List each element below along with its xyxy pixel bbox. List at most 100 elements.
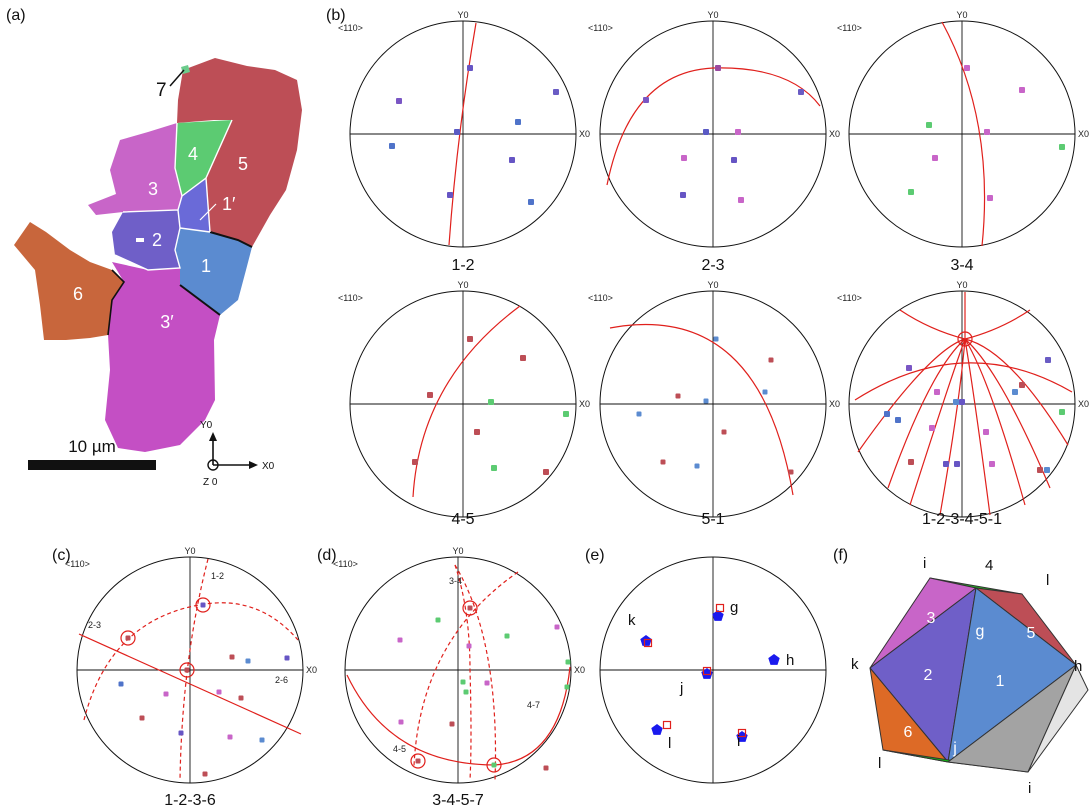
grain-label-3: 3 [148,179,158,199]
grain-map [14,58,302,452]
pole-square [715,603,725,613]
pole-marker [178,730,184,736]
pole-marker [768,357,774,363]
vertex-label-i-top: i [923,555,926,572]
y-axis-label: Y0 [707,280,718,290]
trace-arc [887,338,966,489]
trace-label-4-5: 4-5 [393,744,406,754]
pole-marker [954,461,960,467]
axis-y-label: Y0 [200,420,213,431]
pole-marker [389,143,395,149]
pole-marker [983,429,989,435]
pole-marker [474,429,480,435]
trace-arc [606,67,821,186]
pole-marker [943,461,949,467]
pole-label-h: h [786,652,794,669]
pole-marker [908,189,914,195]
pole-marker [245,658,251,664]
axis-z-symbol [207,459,219,471]
face-label-j: j [952,740,957,757]
pole-marker [554,624,560,630]
pole-marker [660,459,666,465]
pole-marker [703,398,709,404]
pole-marker [491,762,497,768]
grain-boundary-6 [107,269,126,336]
pole-figure-4-5: <110> Y0 X0 [338,280,590,518]
trace-arc [939,338,966,516]
direction-label: <110> [837,23,862,33]
face-label-5: 5 [1027,625,1036,642]
trace-arc [78,633,302,735]
pole-marker [484,680,490,686]
trace-arc [609,323,794,496]
pole-marker [520,355,526,361]
y-axis-label: Y0 [956,280,967,290]
pole-marker [953,399,959,405]
axis-y-head [209,432,217,441]
x-axis-label: X0 [579,129,590,139]
pole-marker [1059,409,1065,415]
x-axis-label: X0 [1078,129,1089,139]
pole-marker [509,157,515,163]
pole-marker [1059,144,1065,150]
pole-marker [216,689,222,695]
grain-label-5: 5 [238,154,248,174]
pole-marker [515,119,521,125]
pole-marker [731,157,737,163]
trace-arc [412,305,521,498]
pole-marker [427,392,433,398]
pole-figure-2-3: <110> Y0 X0 [588,10,840,248]
panel-label-c: (c) [52,547,71,564]
direction-label: <110> [837,293,862,303]
vertex-label-l-bottom: l [878,755,881,772]
pole-marker [467,65,473,71]
trace-label-2-6: 2-6 [275,675,288,685]
axis-x-label: X0 [262,461,275,472]
caption-3-4: 3-4 [950,257,973,274]
pole-pentagon [768,654,780,665]
pole-marker [467,605,473,611]
face-label-7: 7 [961,773,970,790]
pole-figure-1-2-3-4-5-1: <110> Y0 X0 [837,280,1089,518]
pole-marker [1045,357,1051,363]
pole-marker [435,617,441,623]
pole-marker [227,734,233,740]
face-grey-side [1027,664,1089,773]
pole-marker [543,469,549,475]
grain-3prime [105,262,220,452]
pole-pentagon [640,635,652,646]
panel-label-d: (d) [317,547,337,564]
face-label-6: 6 [904,724,913,741]
pole-marker [895,417,901,423]
pole-figure-3-4: <110> Y0 X0 [837,10,1089,248]
pole-marker [926,122,932,128]
pole-marker [528,199,534,205]
pole-marker [163,691,169,697]
pole-label-l: l [668,735,671,752]
pole-marker [681,155,687,161]
pole-marker [680,192,686,198]
pole-pentagon [712,610,724,621]
vertex-label-i-bottom: i [1028,780,1031,797]
vertex-label-k: k [851,656,859,673]
pole-marker [563,411,569,417]
trace-arc [454,564,472,781]
grain-label-6: 6 [73,284,83,304]
intersection-ring [195,597,211,613]
pole-figure-5-1: <110> Y0 X0 [588,280,840,518]
x-axis-label: X0 [306,665,317,675]
pole-marker [553,89,559,95]
axis-z-label: Z 0 [203,477,218,488]
caption-2-3: 2-3 [701,257,724,274]
pole-marker [884,411,890,417]
caption-1-2-3-6: 1-2-3-6 [164,792,216,809]
y-axis-label: Y0 [452,546,463,556]
direction-label: <110> [333,559,358,569]
grain-6 [14,222,124,340]
direction-label: <110> [338,293,363,303]
face-label-2: 2 [924,667,933,684]
pole-marker [788,469,794,475]
scale-bar: 10 µm [28,437,156,470]
pole-pentagon [651,724,663,735]
